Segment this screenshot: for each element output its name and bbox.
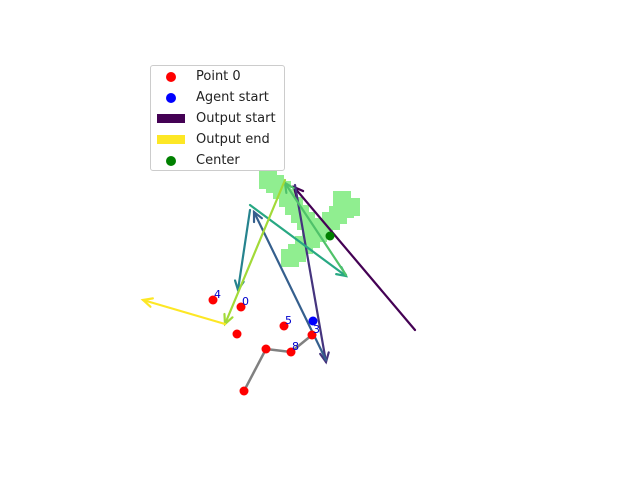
point-marker xyxy=(286,347,296,357)
region-cell xyxy=(281,249,299,267)
point-label: 3 xyxy=(313,323,320,336)
legend-label-agent-start: Agent start xyxy=(196,90,269,105)
path-segment xyxy=(242,348,268,392)
legend-swatch-output-end xyxy=(157,135,185,144)
arrow-head xyxy=(140,297,154,308)
arrow-shaft xyxy=(236,208,252,292)
legend-entry-output-end: Output end xyxy=(151,131,284,149)
legend-label-output-end: Output end xyxy=(196,132,270,147)
center-marker xyxy=(325,231,335,241)
legend-entry-center: Center xyxy=(151,152,284,170)
arrow-head xyxy=(319,351,330,365)
point-markers xyxy=(208,231,335,396)
legend-label-point: Point 0 xyxy=(196,69,241,84)
legend-swatch-output-start xyxy=(157,114,185,123)
point-marker xyxy=(279,321,289,331)
legend-swatch-center xyxy=(157,155,185,167)
legend-swatch-point xyxy=(157,71,185,83)
legend-swatch-agent-start xyxy=(157,92,185,104)
point-marker xyxy=(236,302,246,312)
legend-label-output-start: Output start xyxy=(196,111,276,126)
arrow-head xyxy=(252,209,263,224)
output-arrows xyxy=(140,178,417,365)
point-label: 5 xyxy=(285,314,292,327)
arrow-shaft xyxy=(223,178,287,326)
path-lines xyxy=(242,334,313,392)
legend-entry-output-start: Output start xyxy=(151,110,284,128)
point-labels: 0 85 4 3 xyxy=(214,288,320,353)
point-label: 8 xyxy=(292,340,299,353)
arrow-shaft xyxy=(283,181,348,277)
point-marker xyxy=(208,295,218,305)
legend-entry-point: Point 0 xyxy=(151,68,284,86)
agent-start-marker xyxy=(308,316,318,326)
output-arrow xyxy=(223,178,287,327)
arrow-shaft xyxy=(141,298,227,326)
point-marker xyxy=(232,329,242,339)
arrow-head xyxy=(283,180,295,195)
legend-label-center: Center xyxy=(196,153,240,168)
point-label: 0 xyxy=(242,295,249,308)
arrow-shaft xyxy=(292,185,417,332)
output-arrow xyxy=(283,180,348,277)
point-marker xyxy=(239,386,249,396)
legend-entry-agent-start: Agent start xyxy=(151,89,284,107)
output-arrow xyxy=(140,297,227,326)
region-cell xyxy=(259,171,277,189)
legend: Point 0 Agent start Output start Output … xyxy=(150,65,285,171)
point-label: 4 xyxy=(214,288,221,301)
path-segment xyxy=(290,334,313,353)
point-marker xyxy=(307,330,317,340)
region-cell xyxy=(333,191,351,209)
arrow-shaft xyxy=(293,183,328,364)
output-arrow xyxy=(293,183,330,365)
point-marker xyxy=(261,344,271,354)
arrow-shaft xyxy=(248,203,348,278)
output-arrow xyxy=(233,208,252,293)
